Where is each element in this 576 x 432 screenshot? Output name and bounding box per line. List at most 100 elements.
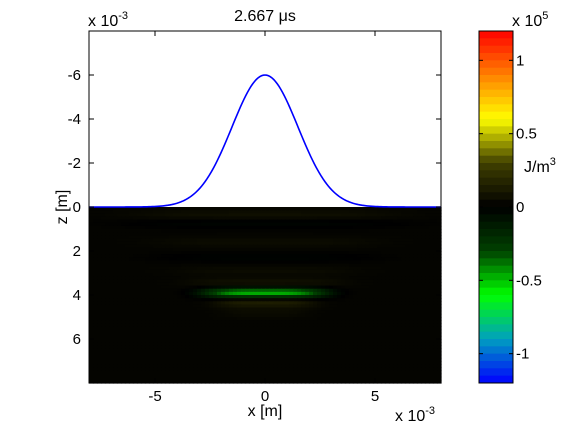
heatmap-cell xyxy=(281,238,286,243)
heatmap-cell xyxy=(405,370,410,375)
heatmap-cell xyxy=(325,276,330,280)
heatmap-cell xyxy=(293,317,298,321)
heatmap-cell xyxy=(369,216,374,221)
heatmap-cell xyxy=(145,276,150,280)
heatmap-cell xyxy=(317,323,322,328)
heatmap-cell xyxy=(437,373,442,378)
heatmap-cell xyxy=(201,376,206,381)
heatmap-cell xyxy=(329,222,334,227)
heatmap-cell xyxy=(421,282,426,287)
heatmap-cell xyxy=(241,320,246,324)
heatmap-cell xyxy=(361,323,366,328)
heatmap-cell xyxy=(393,285,398,290)
heatmap-cell xyxy=(333,266,338,271)
heatmap-cell xyxy=(317,320,322,324)
heatmap-cell xyxy=(393,367,398,372)
heatmap-cell xyxy=(437,213,442,218)
heatmap-cell xyxy=(145,273,150,277)
heatmap-cell xyxy=(193,329,198,334)
heatmap-cell xyxy=(109,247,114,252)
colorbar-band xyxy=(479,177,513,186)
heatmap-cell xyxy=(141,354,146,359)
heatmap-cell xyxy=(189,370,194,375)
heatmap-cell xyxy=(269,310,274,315)
heatmap-cell xyxy=(389,361,394,365)
heatmap-cell xyxy=(349,323,354,328)
heatmap-cell xyxy=(141,266,146,271)
heatmap-cell xyxy=(93,339,98,343)
heatmap-cell xyxy=(201,332,206,337)
heatmap-cell xyxy=(429,323,434,328)
heatmap-cell xyxy=(137,310,142,315)
heatmap-cell xyxy=(293,361,298,365)
heatmap-cell xyxy=(325,335,330,340)
heatmap-cell xyxy=(389,370,394,375)
heatmap-cell xyxy=(317,348,322,353)
heatmap-cell xyxy=(173,279,178,284)
heatmap-cell xyxy=(113,298,118,302)
heatmap-cell xyxy=(193,357,198,362)
heatmap-cell xyxy=(341,279,346,284)
heatmap-cell xyxy=(109,232,114,236)
heatmap-cell xyxy=(177,225,182,230)
heatmap-cell xyxy=(393,307,398,312)
heatmap-cell xyxy=(113,263,118,268)
heatmap-cell xyxy=(277,213,282,218)
heatmap-cell xyxy=(281,266,286,271)
heatmap-cell xyxy=(353,357,358,362)
heatmap-cell xyxy=(309,260,314,265)
heatmap-cell xyxy=(365,307,370,312)
heatmap-cell xyxy=(389,213,394,218)
heatmap-cell xyxy=(245,335,250,340)
heatmap-cell xyxy=(385,351,390,356)
heatmap-cell xyxy=(109,285,114,290)
heatmap-cell xyxy=(113,225,118,230)
heatmap-cell xyxy=(241,326,246,331)
heatmap-cell xyxy=(409,276,414,280)
heatmap-cell xyxy=(233,207,238,211)
heatmap-cell xyxy=(125,298,130,302)
heatmap-cell xyxy=(265,342,270,346)
heatmap-cell xyxy=(141,301,146,306)
heatmap-cell xyxy=(357,339,362,343)
heatmap-cell xyxy=(285,307,290,312)
heatmap-cell xyxy=(417,317,422,321)
heatmap-cell xyxy=(161,266,166,271)
heatmap-cell xyxy=(369,379,374,384)
heatmap-cell xyxy=(133,326,138,331)
heatmap-cell xyxy=(125,373,130,378)
heatmap-cell xyxy=(241,254,246,258)
heatmap-cell xyxy=(365,329,370,334)
heatmap-cell xyxy=(269,364,274,368)
heatmap-cell xyxy=(249,247,254,252)
heatmap-cell xyxy=(301,320,306,324)
heatmap-cell xyxy=(133,357,138,362)
heatmap-cell xyxy=(373,232,378,236)
heatmap-cell xyxy=(309,329,314,334)
heatmap-cell xyxy=(189,307,194,312)
heatmap-cell xyxy=(105,210,110,214)
heatmap-cell xyxy=(425,339,430,343)
heatmap-cell xyxy=(109,291,114,296)
heatmap-cell xyxy=(161,317,166,321)
heatmap-cell xyxy=(433,225,438,230)
heatmap-cell xyxy=(105,304,110,309)
heatmap-cell xyxy=(193,225,198,230)
heatmap-cell xyxy=(141,323,146,328)
heatmap-cell xyxy=(349,254,354,258)
heatmap-cell xyxy=(189,263,194,268)
heatmap-cell xyxy=(421,364,426,368)
heatmap-cell xyxy=(137,320,142,324)
heatmap-cell xyxy=(321,373,326,378)
heatmap-cell xyxy=(97,276,102,280)
heatmap-cell xyxy=(437,357,442,362)
heatmap-cell xyxy=(277,329,282,334)
heatmap-cell xyxy=(385,269,390,274)
heatmap-cell xyxy=(421,291,426,296)
heatmap-cell xyxy=(289,345,294,350)
heatmap-cell xyxy=(89,238,94,243)
heatmap-cell xyxy=(241,329,246,334)
heatmap-cell xyxy=(277,282,282,287)
heatmap-cell xyxy=(249,323,254,328)
heatmap-cell xyxy=(433,273,438,277)
